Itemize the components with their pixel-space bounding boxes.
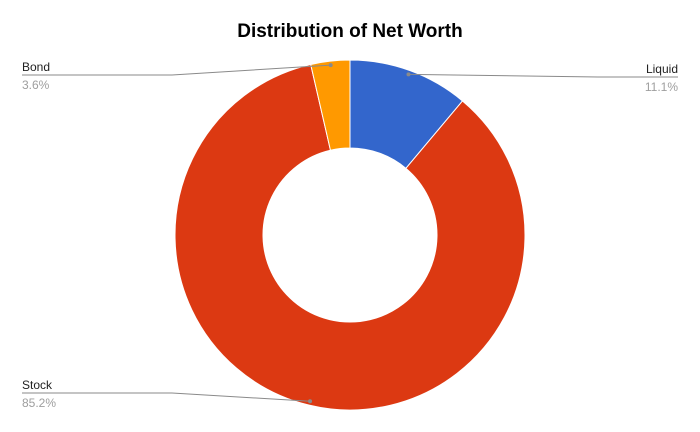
slice-value-stock: 85.2%: [22, 396, 56, 410]
slice-bond[interactable]: [310, 59, 351, 151]
slice-stock[interactable]: [174, 63, 526, 411]
leader-dot-stock: [308, 399, 313, 404]
chart-title: Distribution of Net Worth: [237, 21, 463, 42]
slice-label-stock: Stock: [22, 378, 53, 392]
slice-label-liquid: Liquid: [646, 62, 678, 76]
slice-label-bond: Bond: [22, 60, 50, 74]
slice-value-liquid: 11.1%: [645, 80, 678, 94]
leader-line-stock: [22, 392, 311, 402]
leader-dot-bond: [328, 63, 333, 68]
leader-line-liquid: [408, 73, 678, 78]
leader-line-bond: [22, 64, 331, 76]
leader-dot-liquid: [406, 72, 411, 77]
slice-value-bond: 3.6%: [22, 78, 50, 92]
